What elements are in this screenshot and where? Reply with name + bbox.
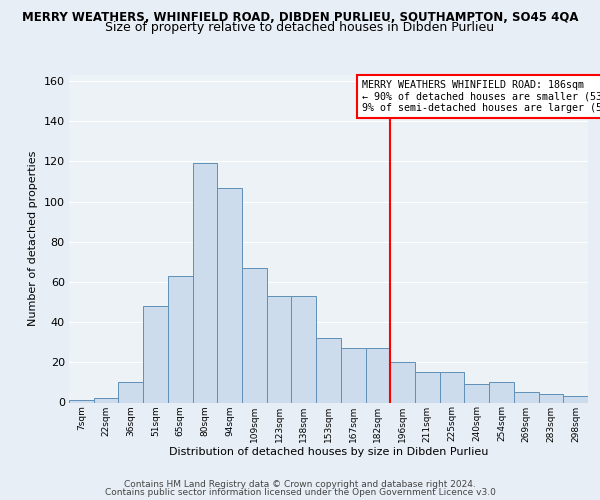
Bar <box>168 276 193 402</box>
Bar <box>69 400 94 402</box>
Bar <box>365 348 390 403</box>
Bar <box>292 296 316 403</box>
Text: Contains HM Land Registry data © Crown copyright and database right 2024.: Contains HM Land Registry data © Crown c… <box>124 480 476 489</box>
Bar <box>489 382 514 402</box>
Bar <box>440 372 464 402</box>
Bar <box>118 382 143 402</box>
Text: MERRY WEATHERS, WHINFIELD ROAD, DIBDEN PURLIEU, SOUTHAMPTON, SO45 4QA: MERRY WEATHERS, WHINFIELD ROAD, DIBDEN P… <box>22 11 578 24</box>
Bar <box>563 396 588 402</box>
Bar <box>316 338 341 402</box>
Bar <box>390 362 415 403</box>
Bar <box>94 398 118 402</box>
Text: Contains public sector information licensed under the Open Government Licence v3: Contains public sector information licen… <box>104 488 496 497</box>
Bar <box>242 268 267 402</box>
Bar <box>341 348 365 403</box>
Text: Size of property relative to detached houses in Dibden Purlieu: Size of property relative to detached ho… <box>106 21 494 34</box>
Bar <box>514 392 539 402</box>
X-axis label: Distribution of detached houses by size in Dibden Purlieu: Distribution of detached houses by size … <box>169 447 488 457</box>
Bar <box>217 188 242 402</box>
Bar <box>464 384 489 402</box>
Bar <box>143 306 168 402</box>
Bar <box>193 164 217 402</box>
Bar <box>539 394 563 402</box>
Bar <box>267 296 292 403</box>
Y-axis label: Number of detached properties: Number of detached properties <box>28 151 38 326</box>
Text: MERRY WEATHERS WHINFIELD ROAD: 186sqm
← 90% of detached houses are smaller (534): MERRY WEATHERS WHINFIELD ROAD: 186sqm ← … <box>362 80 600 113</box>
Bar <box>415 372 440 402</box>
